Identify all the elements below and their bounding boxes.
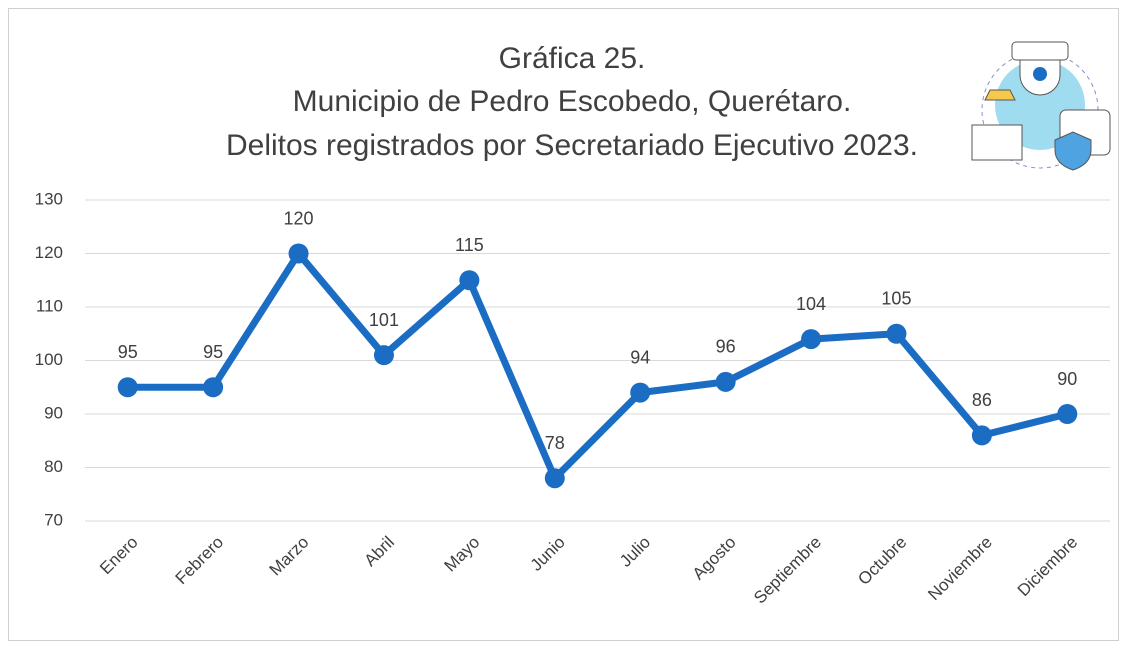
data-point [373, 345, 394, 366]
y-tick-label: 120 [35, 243, 63, 262]
data-point [886, 323, 907, 344]
chart-border [8, 8, 1119, 641]
data-label: 101 [369, 310, 399, 330]
y-tick-label: 100 [35, 350, 63, 369]
data-point [801, 329, 822, 350]
chart-title: Gráfica 25. [499, 42, 646, 75]
chart-title: Delitos registrados por Secretariado Eje… [226, 129, 918, 162]
data-point [1057, 404, 1078, 424]
data-label: 115 [455, 235, 484, 255]
data-point [203, 377, 224, 398]
data-point [971, 425, 992, 446]
data-label: 95 [118, 342, 138, 362]
data-point [715, 371, 736, 392]
y-tick-label: 110 [36, 296, 63, 315]
data-point [459, 270, 480, 291]
data-point [117, 377, 138, 398]
data-point [630, 382, 651, 403]
data-label: 78 [545, 433, 565, 453]
data-label: 104 [796, 294, 826, 314]
data-label: 96 [716, 337, 736, 357]
data-label: 94 [630, 347, 650, 367]
data-point [544, 468, 565, 489]
data-line [127, 250, 1069, 482]
y-tick-label: 80 [44, 457, 63, 476]
icon [971, 41, 1111, 171]
y-tick-label: 70 [44, 510, 63, 529]
data-label: 120 [284, 208, 314, 228]
chart-title: Municipio de Pedro Escobedo, Querétaro. [293, 85, 852, 118]
data-label: 105 [881, 289, 911, 309]
data-label: 90 [1057, 369, 1077, 389]
data-label: 86 [972, 390, 992, 410]
data-point [288, 243, 309, 264]
data-label: 95 [203, 342, 223, 362]
y-tick-label: 90 [44, 403, 63, 422]
y-tick-label: 130 [35, 189, 63, 208]
